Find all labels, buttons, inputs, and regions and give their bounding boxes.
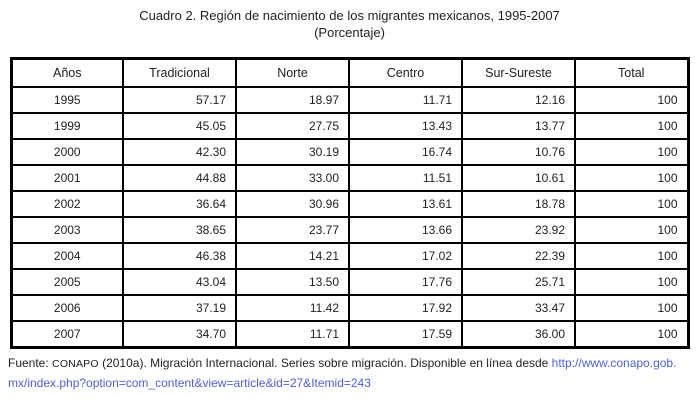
value-cell: 34.70 bbox=[122, 320, 237, 349]
year-cell: 2006 bbox=[10, 294, 124, 322]
value-cell: 13.77 bbox=[461, 112, 576, 140]
table-row: 2004 46.38 14.21 17.02 22.39 100 bbox=[10, 242, 689, 270]
value-cell: 30.19 bbox=[235, 138, 350, 166]
column-header: Total bbox=[574, 57, 689, 88]
value-cell: 11.42 bbox=[235, 294, 350, 322]
source-line-2: mx/index.php?option=com_content&view=art… bbox=[8, 374, 699, 393]
source-note: Fuente: CONAPO (2010a). Migración Intern… bbox=[8, 354, 699, 393]
table-row: 2005 43.04 13.50 17.76 25.71 100 bbox=[10, 268, 689, 296]
year-cell: 2001 bbox=[10, 164, 124, 192]
value-cell: 100 bbox=[574, 320, 689, 349]
value-cell: 23.77 bbox=[235, 216, 350, 244]
value-cell: 27.75 bbox=[235, 112, 350, 140]
value-cell: 57.17 bbox=[122, 86, 237, 114]
value-cell: 22.39 bbox=[461, 242, 576, 270]
value-cell: 45.05 bbox=[122, 112, 237, 140]
value-cell: 11.71 bbox=[348, 86, 463, 114]
value-cell: 100 bbox=[574, 164, 689, 192]
value-cell: 100 bbox=[574, 112, 689, 140]
table-row: 2006 37.19 11.42 17.92 33.47 100 bbox=[10, 294, 689, 322]
value-cell: 13.50 bbox=[235, 268, 350, 296]
value-cell: 30.96 bbox=[235, 190, 350, 218]
column-header: Tradicional bbox=[122, 57, 237, 88]
value-cell: 100 bbox=[574, 86, 689, 114]
value-cell: 13.66 bbox=[348, 216, 463, 244]
column-header: Norte bbox=[235, 57, 350, 88]
value-cell: 10.76 bbox=[461, 138, 576, 166]
value-cell: 16.74 bbox=[348, 138, 463, 166]
value-cell: 100 bbox=[574, 294, 689, 322]
value-cell: 13.61 bbox=[348, 190, 463, 218]
table-title: Cuadro 2. Región de nacimiento de los mi… bbox=[139, 8, 560, 23]
year-cell: 2004 bbox=[10, 242, 124, 270]
source-link-line1[interactable]: http://www.conapo.gob. bbox=[551, 356, 677, 370]
year-cell: 2005 bbox=[10, 268, 124, 296]
year-cell: 2007 bbox=[10, 320, 124, 349]
source-line-1: Fuente: CONAPO (2010a). Migración Intern… bbox=[8, 354, 699, 374]
source-text: (2010a). Migración Internacional. Series… bbox=[98, 356, 552, 370]
value-cell: 18.97 bbox=[235, 86, 350, 114]
value-cell: 17.76 bbox=[348, 268, 463, 296]
year-cell: 1999 bbox=[10, 112, 124, 140]
value-cell: 38.65 bbox=[122, 216, 237, 244]
value-cell: 100 bbox=[574, 268, 689, 296]
value-cell: 100 bbox=[574, 242, 689, 270]
value-cell: 17.02 bbox=[348, 242, 463, 270]
value-cell: 11.51 bbox=[348, 164, 463, 192]
year-cell: 2002 bbox=[10, 190, 124, 218]
value-cell: 37.19 bbox=[122, 294, 237, 322]
value-cell: 33.00 bbox=[235, 164, 350, 192]
value-cell: 43.04 bbox=[122, 268, 237, 296]
table-row: 2002 36.64 30.96 13.61 18.78 100 bbox=[10, 190, 689, 218]
value-cell: 10.61 bbox=[461, 164, 576, 192]
value-cell: 17.59 bbox=[348, 320, 463, 349]
value-cell: 17.92 bbox=[348, 294, 463, 322]
table-title-block: Cuadro 2. Región de nacimiento de los mi… bbox=[0, 0, 699, 41]
table-header-row: Años Tradicional Norte Centro Sur-Sureste Tot… bbox=[10, 57, 689, 88]
value-cell: 25.71 bbox=[461, 268, 576, 296]
table-subtitle: (Porcentaje) bbox=[314, 25, 385, 40]
source-prefix: Fuente: bbox=[8, 356, 53, 370]
value-cell: 13.43 bbox=[348, 112, 463, 140]
year-cell: 2000 bbox=[10, 138, 124, 166]
value-cell: 46.38 bbox=[122, 242, 237, 270]
table-row: 1999 45.05 27.75 13.43 13.77 100 bbox=[10, 112, 689, 140]
value-cell: 100 bbox=[574, 138, 689, 166]
value-cell: 14.21 bbox=[235, 242, 350, 270]
column-header: Centro bbox=[348, 57, 463, 88]
value-cell: 36.64 bbox=[122, 190, 237, 218]
year-cell: 2003 bbox=[10, 216, 124, 244]
value-cell: 44.88 bbox=[122, 164, 237, 192]
table-row: 2000 42.30 30.19 16.74 10.76 100 bbox=[10, 138, 689, 166]
table-row: 2007 34.70 11.71 17.59 36.00 100 bbox=[10, 320, 689, 349]
value-cell: 18.78 bbox=[461, 190, 576, 218]
source-link-line2[interactable]: mx/index.php?option=com_content&view=art… bbox=[8, 376, 371, 390]
table-row: 1995 57.17 18.97 11.71 12.16 100 bbox=[10, 86, 689, 114]
value-cell: 23.92 bbox=[461, 216, 576, 244]
value-cell: 33.47 bbox=[461, 294, 576, 322]
value-cell: 100 bbox=[574, 190, 689, 218]
value-cell: 100 bbox=[574, 216, 689, 244]
table-row: 2003 38.65 23.77 13.66 23.92 100 bbox=[10, 216, 689, 244]
value-cell: 11.71 bbox=[235, 320, 350, 349]
table-row: 2001 44.88 33.00 11.51 10.61 100 bbox=[10, 164, 689, 192]
column-header: Sur-Sureste bbox=[461, 57, 576, 88]
value-cell: 36.00 bbox=[461, 320, 576, 349]
table-body: 1995 57.17 18.97 11.71 12.16 100 1999 45.05 27.7… bbox=[10, 86, 689, 349]
source-org: CONAPO bbox=[52, 358, 99, 370]
year-cell: 1995 bbox=[10, 86, 124, 114]
value-cell: 12.16 bbox=[461, 86, 576, 114]
value-cell: 42.30 bbox=[122, 138, 237, 166]
migration-region-table: Años Tradicional Norte Centro Sur-Sureste Tot… bbox=[9, 57, 690, 349]
column-header: Años bbox=[10, 57, 124, 88]
